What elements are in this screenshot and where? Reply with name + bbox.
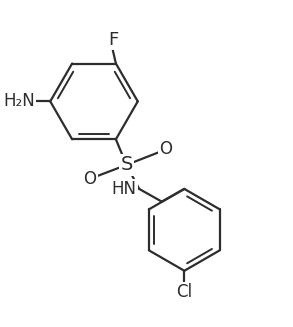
Text: O: O [83, 170, 96, 188]
Text: H₂N: H₂N [3, 92, 35, 110]
Text: HN: HN [111, 180, 136, 198]
Text: S: S [120, 155, 133, 174]
Text: O: O [159, 140, 173, 158]
Text: F: F [108, 30, 118, 48]
Text: Cl: Cl [176, 283, 193, 301]
